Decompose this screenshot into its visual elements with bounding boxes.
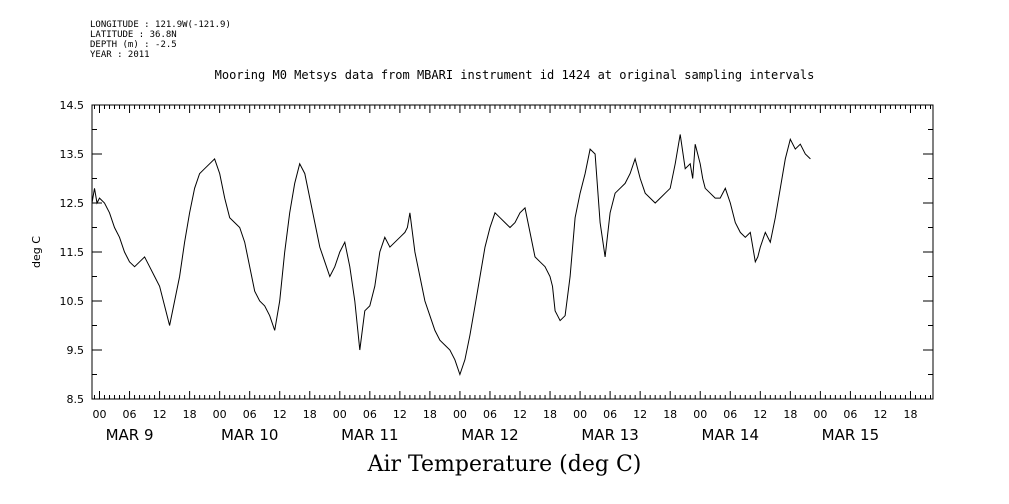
- y-tick-label: 8.5: [67, 393, 85, 406]
- x-tick-label: 18: [543, 408, 557, 421]
- y-tick-label: 9.5: [67, 344, 85, 357]
- x-tick-label: 12: [633, 408, 647, 421]
- y-tick-label: 11.5: [60, 246, 85, 259]
- x-tick-label: 06: [483, 408, 497, 421]
- day-labels: MAR 9 MAR 10 MAR 11 MAR 12 MAR 13 MAR 14 MAR 1…: [106, 426, 880, 444]
- y-tick-label: 12.5: [60, 197, 85, 210]
- year-label: YEAR : 2011: [90, 50, 150, 60]
- chart-title: Mooring M0 Metsys data from MBARI instru…: [214, 68, 815, 82]
- y-axis-label: deg C: [30, 236, 43, 268]
- x-tick-label: 18: [303, 408, 317, 421]
- day-label: MAR 12: [461, 426, 518, 444]
- x-tick-labels: 00 06 12 18 00 06 12 18 00 06 12 18 00 06 12 18 00 06 12 18…: [93, 408, 918, 421]
- temperature-series-line: [91, 134, 811, 377]
- x-tick-label: 00: [213, 408, 227, 421]
- x-tick-label: 18: [903, 408, 917, 421]
- x-tick-label: 00: [333, 408, 347, 421]
- x-tick-label: 00: [573, 408, 587, 421]
- x-tick-label: 12: [753, 408, 767, 421]
- x-tick-label: 18: [423, 408, 437, 421]
- x-tick-label: 12: [273, 408, 287, 421]
- x-tick-label: 12: [873, 408, 887, 421]
- x-tick-label: 18: [663, 408, 677, 421]
- x-tick-label: 12: [393, 408, 407, 421]
- x-tick-label: 00: [93, 408, 107, 421]
- x-tick-label: 00: [693, 408, 707, 421]
- axis-ticks: [92, 104, 933, 400]
- x-tick-label: 18: [783, 408, 797, 421]
- depth-label: DEPTH (m) : -2.5: [90, 40, 177, 50]
- day-label: MAR 15: [822, 426, 879, 444]
- x-tick-label: 00: [813, 408, 827, 421]
- y-tick-label: 10.5: [60, 295, 85, 308]
- day-label: MAR 11: [341, 426, 398, 444]
- location-metadata: LONGITUDE : 121.9W(-121.9) LATITUDE : 36…: [90, 20, 231, 60]
- day-label: MAR 9: [106, 426, 154, 444]
- latitude-label: LATITUDE : 36.8N: [90, 30, 177, 40]
- x-tick-label: 06: [723, 408, 737, 421]
- x-tick-label: 06: [363, 408, 377, 421]
- variable-title: Air Temperature (deg C): [367, 452, 642, 477]
- longitude-label: LONGITUDE : 121.9W(-121.9): [90, 20, 231, 30]
- y-tick-label: 14.5: [60, 99, 85, 112]
- x-tick-label: 18: [183, 408, 197, 421]
- x-tick-label: 06: [843, 408, 857, 421]
- day-label: MAR 14: [702, 426, 759, 444]
- x-tick-label: 06: [243, 408, 257, 421]
- plot-frame: [91, 104, 934, 400]
- x-tick-label: 06: [123, 408, 137, 421]
- x-tick-label: 12: [513, 408, 527, 421]
- x-tick-label: 00: [453, 408, 467, 421]
- x-tick-label: 06: [603, 408, 617, 421]
- day-label: MAR 13: [581, 426, 638, 444]
- day-label: MAR 10: [221, 426, 278, 444]
- x-tick-label: 12: [153, 408, 167, 421]
- y-tick-label: 13.5: [60, 148, 85, 161]
- y-tick-labels: 8.5 9.5 10.5 11.5 12.5 13.5 14.5: [60, 99, 85, 406]
